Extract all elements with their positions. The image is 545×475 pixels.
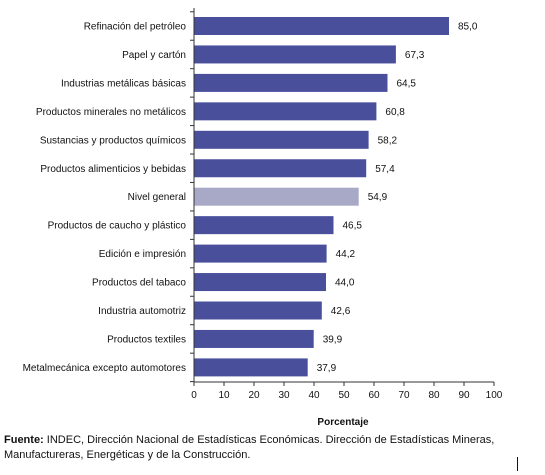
x-tick-label: 100	[486, 390, 503, 401]
bar	[194, 301, 322, 320]
x-tick-label: 40	[308, 390, 320, 401]
category-label: Productos alimenticios y bebidas	[40, 164, 186, 175]
source-text: INDEC, Dirección Nacional de Estadística…	[4, 434, 495, 461]
source-label: Fuente:	[4, 434, 44, 446]
value-label: 54,9	[368, 192, 388, 203]
x-tick-label: 60	[368, 390, 380, 401]
bar	[194, 17, 449, 35]
value-label: 42,6	[331, 306, 351, 317]
category-label: Nivel general	[128, 192, 186, 203]
x-axis-title: Porcentaje	[317, 417, 369, 428]
bar	[194, 244, 327, 263]
category-label: Metalmecánica excepto automotores	[23, 363, 186, 374]
x-tick-label: 30	[278, 390, 290, 401]
source-note: Fuente: INDEC, Dirección Nacional de Est…	[4, 433, 524, 463]
value-label: 37,9	[317, 363, 337, 374]
value-label: 85,0	[458, 22, 478, 33]
category-label: Productos textiles	[107, 334, 186, 345]
category-label: Sustancias y productos químicos	[40, 135, 186, 146]
x-tick-label: 20	[248, 390, 260, 401]
category-label: Productos del tabaco	[92, 278, 186, 289]
value-label: 60,8	[385, 107, 405, 118]
category-label: Productos minerales no metálicos	[36, 107, 186, 118]
bar-chart: Refinación del petróleo Papel y cartón Ind…	[23, 8, 503, 428]
value-label: 67,3	[405, 50, 425, 61]
bars-layer	[194, 17, 449, 377]
category-label: Industria automotriz	[98, 306, 186, 317]
bar	[194, 130, 369, 149]
category-label: Industrias metálicas básicas	[61, 78, 186, 89]
value-label: 46,5	[343, 221, 363, 232]
text-cursor	[517, 457, 518, 471]
value-label: 44,2	[336, 249, 356, 260]
bar	[194, 358, 308, 377]
category-labels: Refinación del petróleo Papel y cartón Ind…	[23, 22, 187, 374]
bar	[194, 273, 326, 292]
category-label: Productos de caucho y plástico	[48, 221, 187, 232]
category-label: Refinación del petróleo	[84, 22, 187, 33]
value-label: 39,9	[323, 334, 343, 345]
bar	[194, 329, 314, 348]
value-label: 44,0	[335, 278, 355, 289]
x-tick-label: 80	[428, 390, 440, 401]
bar	[194, 45, 396, 64]
category-label: Edición e impresión	[99, 249, 186, 260]
x-tick-label: 0	[191, 390, 197, 401]
value-label: 57,4	[375, 164, 395, 175]
x-axis: 0 10 20 30 40 50 60 70 80 90 100	[190, 8, 503, 401]
bar	[194, 216, 334, 235]
x-tick-label: 50	[338, 390, 350, 401]
bar	[194, 73, 388, 92]
category-label: Papel y cartón	[122, 50, 186, 61]
bar	[194, 159, 367, 178]
value-labels: 85,0 67,3 64,5 60,8 58,2 57,4 54,9 46,5 44,2 44,0…	[317, 22, 478, 374]
bar	[194, 102, 377, 121]
x-tick-label: 10	[218, 390, 230, 401]
x-tick-label: 90	[458, 390, 470, 401]
bar	[194, 187, 359, 206]
x-tick-label: 70	[398, 390, 410, 401]
value-label: 58,2	[378, 135, 398, 146]
value-label: 64,5	[397, 78, 417, 89]
